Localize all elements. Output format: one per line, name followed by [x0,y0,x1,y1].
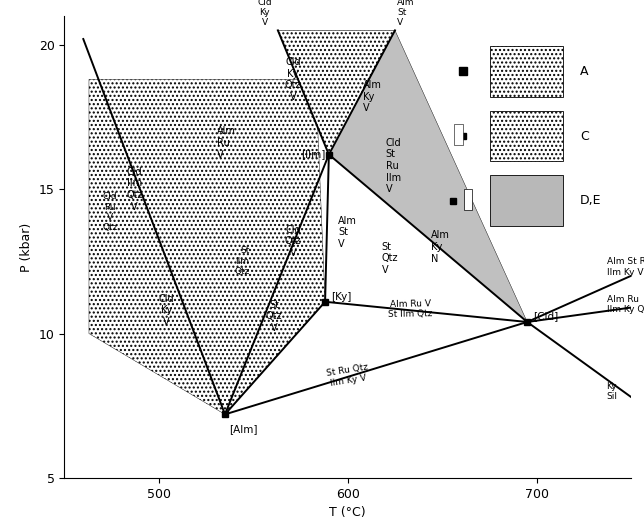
Text: Cld
Qtz
V: Cld Qtz V [285,225,301,258]
Polygon shape [278,30,395,155]
Text: Cld
Ky
V: Cld Ky V [158,294,175,327]
Text: Ky
Sil: Ky Sil [607,382,618,401]
Text: St
Qtz
V: St Qtz V [266,299,282,333]
X-axis label: T (°C): T (°C) [330,506,366,519]
Text: [Alm]: [Alm] [229,424,257,434]
Text: Cld
Ky
V: Cld Ky V [258,0,272,28]
Text: Cld
Ky
Qtz
V: Cld Ky Qtz V [285,57,301,102]
Text: Cld
Ilm
Qtz
V: Cld Ilm Qtz V [126,167,142,211]
Text: Cld
St
Ru
Ilm
V: Cld St Ru Ilm V [386,138,401,194]
Text: [Ilm]: [Ilm] [301,150,325,159]
Text: Cld
Ru
V
Qtz: Cld Ru V Qtz [102,192,117,233]
Text: [Cld]: [Cld] [533,311,558,321]
Polygon shape [89,80,325,414]
Text: St Ru Qtz
Ilm Ky V: St Ru Qtz Ilm Ky V [325,363,370,388]
Text: Alm St Ru
Ilm Ky V: Alm St Ru Ilm Ky V [607,258,644,277]
Text: Alm Ru V
St Ilm Qtz: Alm Ru V St Ilm Qtz [388,299,433,319]
Text: Alm
St
V: Alm St V [397,0,414,28]
Text: Alm Ru
Ilm Ky Qtz: Alm Ru Ilm Ky Qtz [607,295,644,314]
Text: St
Qtz
V: St Qtz V [382,242,398,275]
Text: Alm
Ru
V: Alm Ru V [218,126,236,160]
Text: Alm
St
V: Alm St V [338,216,357,249]
Polygon shape [278,30,527,322]
Y-axis label: P (kbar): P (kbar) [20,222,33,271]
Text: [Ky]: [Ky] [331,293,351,303]
Text: Alm
Ky
N: Alm Ky N [431,230,450,263]
Text: St
Ilm
Qtz: St Ilm Qtz [234,246,249,276]
Text: Alm
Ky
V: Alm Ky V [363,80,382,114]
